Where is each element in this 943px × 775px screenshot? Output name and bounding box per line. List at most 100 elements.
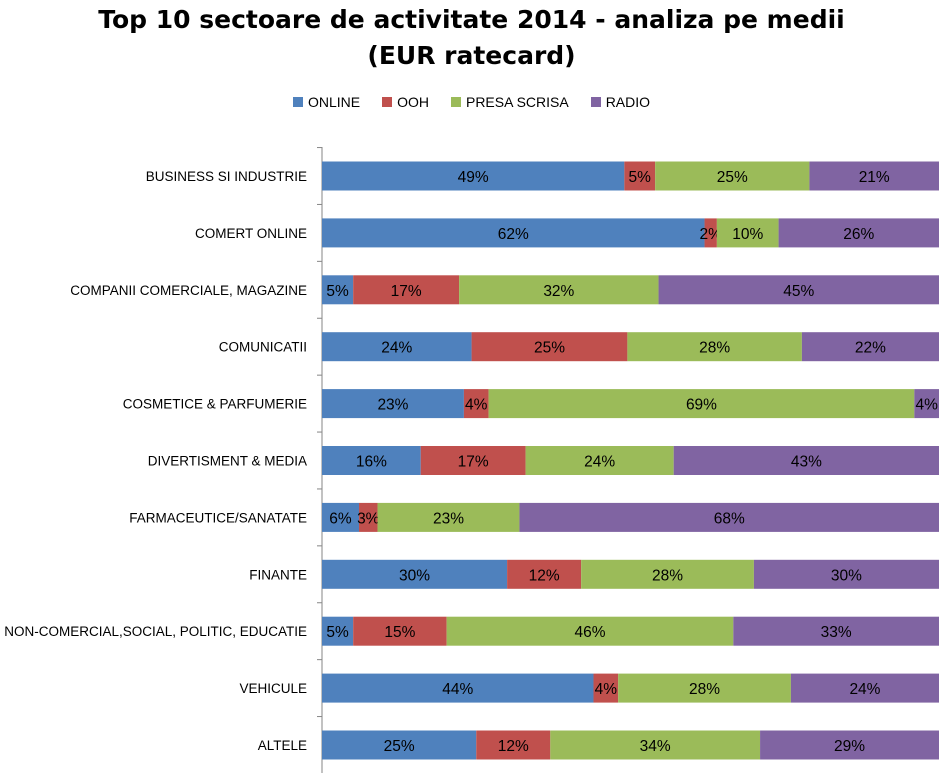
bar-radio-divertisment-media [673, 446, 939, 475]
bar-ooh-altele [476, 730, 551, 760]
data-label-radio-vehicule: 24% [849, 681, 880, 698]
bar-radio-finante [753, 559, 939, 589]
bar-presa-scrisa-divertisment-media [525, 446, 674, 475]
chart-title-line-1: Top 10 sectoare de activitate 2014 - ana… [98, 5, 845, 34]
chart-title: Top 10 sectoare de activitate 2014 - ana… [0, 2, 943, 74]
bar-radio-companii-comerciale-magazine [658, 275, 939, 305]
data-label-radio-cosmetice-parfumerie: 4% [915, 397, 938, 414]
legend-swatch [450, 97, 461, 107]
category-label-comunicatii: COMUNICATII [219, 340, 307, 355]
data-label-online-vehicule: 44% [442, 681, 473, 698]
data-label-presa-scrisa-divertisment-media: 24% [584, 454, 615, 471]
data-label-presa-scrisa-vehicule: 28% [689, 681, 720, 698]
bar-online-divertisment-media [322, 446, 421, 475]
bar-ooh-companii-comerciale-magazine [353, 275, 460, 305]
bar-online-comert-online [322, 218, 705, 248]
bar-radio-non-comercial-social-politic-educatie [733, 616, 939, 646]
bar-presa-scrisa-companii-comerciale-magazine [459, 275, 659, 305]
bar-ooh-divertisment-media [420, 446, 526, 475]
data-label-radio-business-si-industrie: 21% [859, 169, 890, 186]
bar-online-vehicule [322, 673, 594, 703]
data-label-presa-scrisa-comert-online: 10% [732, 226, 763, 243]
legend-label: ONLINE [307, 94, 361, 110]
data-label-ooh-vehicule: 4% [595, 681, 618, 698]
data-label-presa-scrisa-cosmetice-parfumerie: 69% [686, 397, 717, 414]
data-label-online-altele: 25% [384, 738, 415, 755]
data-label-presa-scrisa-companii-comerciale-magazine: 32% [543, 283, 574, 300]
category-label-vehicule: VEHICULE [239, 681, 307, 696]
legend-label: RADIO [605, 94, 651, 110]
data-label-online-finante: 30% [399, 567, 430, 584]
category-label-companii-comerciale-magazine: COMPANII COMERCIALE, MAGAZINE [70, 283, 307, 298]
bar-presa-scrisa-cosmetice-parfumerie [488, 389, 915, 419]
bar-presa-scrisa-non-comercial-social-politic-educatie [446, 616, 734, 646]
bar-ooh-non-comercial-social-politic-educatie [353, 616, 447, 646]
data-label-online-companii-comerciale-magazine: 5% [326, 283, 349, 300]
category-label-divertisment-media: DIVERTISMENT & MEDIA [148, 454, 307, 469]
bar-online-business-si-industrie [322, 161, 625, 191]
category-label-comert-online: COMERT ONLINE [195, 226, 307, 241]
category-label-non-comercial-social-politic-educatie: NON-COMERCIAL,SOCIAL, POLITIC, EDUCATIE [4, 624, 307, 639]
data-label-online-business-si-industrie: 49% [458, 169, 489, 186]
bar-radio-comunicatii [801, 332, 939, 362]
bar-presa-scrisa-altele [550, 730, 761, 760]
bar-radio-cosmetice-parfumerie [914, 389, 939, 419]
category-label-cosmetice-parfumerie: COSMETICE & PARFUMERIE [123, 397, 307, 412]
data-label-online-comunicatii: 24% [381, 340, 412, 357]
data-label-presa-scrisa-altele: 34% [640, 738, 671, 755]
bar-ooh-farmaceutice-sanatate [359, 502, 378, 532]
bar-online-farmaceutice-sanatate [322, 502, 360, 532]
legend-item-online: ONLINE [292, 94, 361, 110]
legend-swatch [382, 97, 393, 107]
bar-presa-scrisa-business-si-industrie [655, 161, 810, 191]
bar-presa-scrisa-vehicule [618, 673, 791, 703]
data-label-presa-scrisa-finante: 28% [652, 567, 683, 584]
data-label-ooh-divertisment-media: 17% [458, 454, 489, 471]
bar-online-companii-comerciale-magazine [322, 275, 354, 305]
bar-ooh-comunicatii [471, 332, 628, 362]
bar-radio-altele [760, 730, 939, 760]
data-label-online-farmaceutice-sanatate: 6% [329, 510, 352, 527]
bar-presa-scrisa-farmaceutice-sanatate [377, 502, 520, 532]
category-label-business-si-industrie: BUSINESS SI INDUSTRIE [146, 169, 307, 184]
bar-ooh-business-si-industrie [624, 161, 656, 191]
data-label-radio-comert-online: 26% [843, 226, 874, 243]
bar-presa-scrisa-comert-online [716, 218, 779, 248]
data-label-presa-scrisa-business-si-industrie: 25% [717, 169, 748, 186]
legend-item-ooh: OOH [382, 94, 429, 110]
category-label-altele: ALTELE [258, 738, 307, 753]
data-label-online-comert-online: 62% [498, 226, 529, 243]
data-label-ooh-comunicatii: 25% [534, 340, 565, 357]
chart-title-line-2: (EUR ratecard) [367, 41, 576, 70]
data-label-online-non-comercial-social-politic-educatie: 5% [326, 624, 349, 641]
bar-presa-scrisa-comunicatii [627, 332, 802, 362]
data-label-presa-scrisa-non-comercial-social-politic-educatie: 46% [574, 624, 605, 641]
bar-radio-farmaceutice-sanatate [519, 502, 939, 532]
data-label-ooh-farmaceutice-sanatate: 3% [357, 510, 380, 527]
data-label-ooh-finante: 12% [529, 567, 560, 584]
bar-ooh-finante [507, 559, 582, 589]
category-label-farmaceutice-sanatate: FARMACEUTICE/SANATATE [129, 510, 307, 525]
data-label-radio-comunicatii: 22% [855, 340, 886, 357]
data-label-radio-divertisment-media: 43% [791, 454, 822, 471]
data-label-ooh-companii-comerciale-magazine: 17% [391, 283, 422, 300]
bar-presa-scrisa-finante [581, 559, 754, 589]
bar-online-finante [322, 559, 508, 589]
data-label-online-cosmetice-parfumerie: 23% [377, 397, 408, 414]
data-label-ooh-comert-online: 2% [700, 226, 723, 243]
data-label-radio-finante: 30% [831, 567, 862, 584]
legend-label: OOH [397, 94, 429, 110]
data-label-presa-scrisa-farmaceutice-sanatate: 23% [433, 510, 464, 527]
data-label-ooh-altele: 12% [498, 738, 529, 755]
legend-label: PRESA SCRISA [465, 94, 569, 110]
legend-item-presa-scrisa: PRESA SCRISA [450, 94, 569, 110]
data-label-online-divertisment-media: 16% [356, 454, 387, 471]
bar-online-comunicatii [322, 332, 472, 362]
bar-online-altele [322, 730, 477, 760]
bar-online-cosmetice-parfumerie [322, 389, 464, 419]
bar-radio-business-si-industrie [809, 161, 939, 191]
data-label-radio-farmaceutice-sanatate: 68% [714, 510, 745, 527]
data-label-radio-altele: 29% [834, 738, 865, 755]
data-label-presa-scrisa-comunicatii: 28% [699, 340, 730, 357]
